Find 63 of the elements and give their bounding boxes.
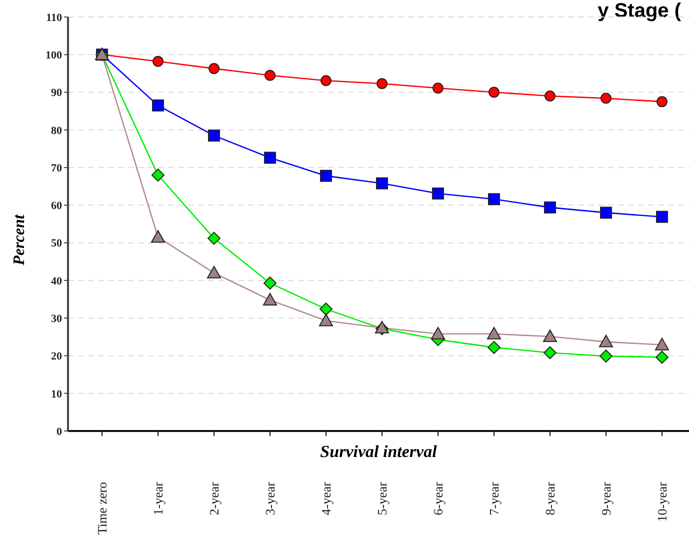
point bbox=[151, 230, 165, 243]
y-tick-label: 90 bbox=[51, 87, 62, 100]
point bbox=[655, 338, 669, 350]
y-tick-label: 50 bbox=[51, 238, 62, 250]
point bbox=[208, 63, 220, 74]
x-tick-label: 9-year bbox=[598, 481, 614, 516]
point bbox=[488, 340, 500, 354]
point bbox=[152, 99, 164, 112]
point bbox=[263, 293, 277, 306]
point bbox=[320, 170, 332, 182]
point bbox=[208, 232, 220, 245]
x-tick-label: 2-year bbox=[206, 481, 222, 516]
point bbox=[544, 201, 556, 214]
y-tick-label: 70 bbox=[51, 162, 62, 174]
y-tick-label: 20 bbox=[51, 350, 62, 363]
point bbox=[656, 210, 668, 223]
x-tick-label: 6-year bbox=[430, 481, 446, 516]
x-tick-label: 5-year bbox=[374, 481, 390, 516]
x-tick-label: 8-year bbox=[542, 481, 558, 516]
point bbox=[432, 188, 444, 200]
y-tick-label: 100 bbox=[46, 50, 62, 62]
y-tick-label: 110 bbox=[46, 12, 62, 24]
point bbox=[152, 56, 164, 67]
point bbox=[320, 75, 332, 86]
point bbox=[488, 86, 500, 98]
point bbox=[600, 92, 612, 104]
point bbox=[656, 96, 668, 108]
point bbox=[431, 326, 445, 340]
point bbox=[487, 326, 501, 340]
point bbox=[544, 90, 556, 102]
point bbox=[599, 334, 613, 348]
x-tick-label: 4-year bbox=[318, 481, 334, 516]
point bbox=[600, 350, 612, 363]
x-tick-label: 1-year bbox=[150, 481, 166, 516]
point bbox=[264, 70, 276, 81]
point bbox=[544, 346, 556, 360]
point bbox=[600, 206, 612, 219]
x-tick-label: 3-year bbox=[262, 481, 278, 516]
point bbox=[488, 193, 500, 206]
chart-title: y Stage ( bbox=[598, 0, 681, 23]
point bbox=[319, 314, 333, 326]
point bbox=[432, 82, 444, 94]
point bbox=[152, 168, 164, 182]
point bbox=[320, 302, 332, 316]
point bbox=[207, 266, 221, 278]
point bbox=[376, 78, 388, 90]
y-tick-label: 10 bbox=[51, 388, 62, 400]
point bbox=[376, 177, 388, 190]
point bbox=[264, 152, 276, 164]
y-tick-label: 30 bbox=[51, 312, 62, 325]
point bbox=[264, 276, 276, 290]
x-tick-label: Time zero bbox=[94, 482, 110, 535]
y-tick-label: 60 bbox=[51, 200, 62, 212]
point bbox=[543, 330, 557, 342]
y-axis-title: Percent bbox=[11, 214, 29, 266]
y-tick-label: 0 bbox=[56, 426, 62, 438]
x-tick-label: 7-year bbox=[486, 481, 502, 516]
x-axis-title: Survival interval bbox=[319, 442, 438, 462]
y-tick-label: 80 bbox=[51, 124, 62, 137]
point bbox=[208, 130, 220, 142]
y-tick-label: 40 bbox=[51, 275, 62, 288]
x-tick-label: 10-year bbox=[654, 481, 670, 522]
point bbox=[656, 350, 668, 364]
